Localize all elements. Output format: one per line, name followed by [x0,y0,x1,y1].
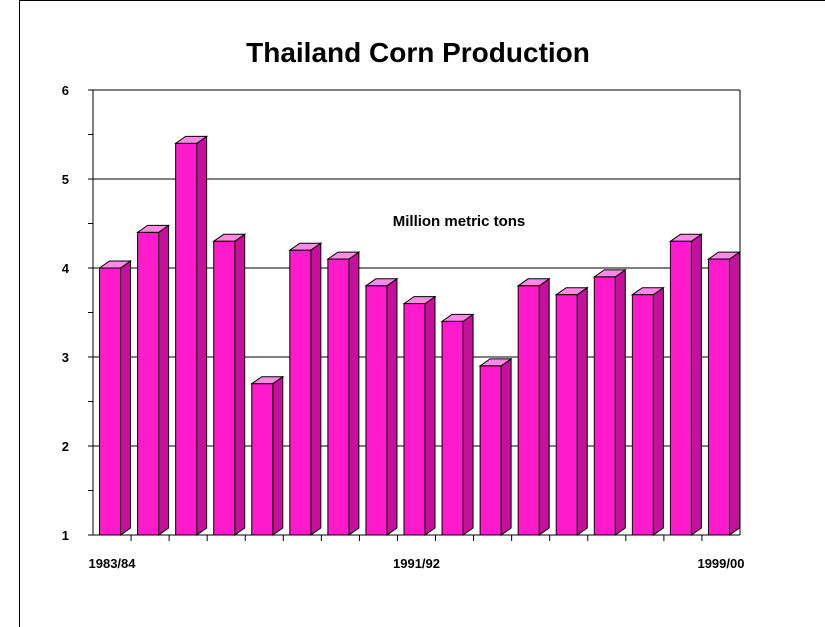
y-tick-labels: 1 2 3 4 5 6 [62,83,70,543]
bar-side [196,135,208,536]
bar [288,242,323,536]
bar-side [728,251,740,536]
bar-front [251,383,274,536]
chart-frame [19,0,825,627]
bar-front [327,258,350,536]
y-tick-label: 1 [62,528,69,543]
bar-side [310,242,322,536]
bar-front [441,320,464,536]
bar [250,375,285,536]
y-tick-label: 4 [62,261,70,276]
bar [706,251,742,536]
bars [97,135,742,536]
y-tick-label: 3 [62,350,69,365]
bar-side [348,251,360,536]
y-tick-label: 5 [62,172,69,187]
bar-side [538,277,550,536]
bar [326,251,361,536]
bar-side [120,260,132,536]
bar [402,295,437,536]
bar-front [631,294,654,536]
y-tick-label: 6 [62,83,69,98]
bar [630,286,665,536]
x-tick-label: 1991/92 [393,556,440,571]
x-tick-labels: 1983/84 1991/92 1999/00 [89,556,745,571]
bar-front [403,303,426,536]
y-tick-label: 2 [62,439,69,454]
bar [592,268,627,536]
bar-side [462,313,474,536]
bar [554,286,589,536]
bar-side [272,375,284,536]
bar-front [99,267,122,536]
bar [440,313,475,536]
bar-side [386,277,398,536]
bar-front [593,276,616,536]
bar-front [517,285,540,536]
bar-front [555,294,578,536]
bar-side [690,233,702,536]
bar-side [500,357,512,536]
bar [364,277,399,536]
bar [97,260,133,536]
bar [668,233,703,536]
chart-title: Thailand Corn Production [246,37,590,68]
bar-front [137,231,160,536]
bar-side [614,268,626,536]
bar [136,224,171,536]
bar-front [175,142,198,536]
bar [516,277,551,536]
bar [174,135,209,536]
bar [478,357,513,536]
unit-annotation: Million metric tons [393,213,526,230]
bar-front [213,240,236,536]
bar-front [479,365,502,536]
bar-side [424,295,436,536]
bar-side [576,286,588,536]
bar-front [289,249,312,536]
bar-side [158,224,170,536]
x-tick-label: 1983/84 [89,556,137,571]
bar-side [652,286,664,536]
bar-side [234,233,246,536]
bar-front [669,240,692,536]
bar-front [707,258,730,536]
x-tick-label: 1999/00 [697,556,744,571]
bar [212,233,247,536]
bar-front [365,285,388,536]
